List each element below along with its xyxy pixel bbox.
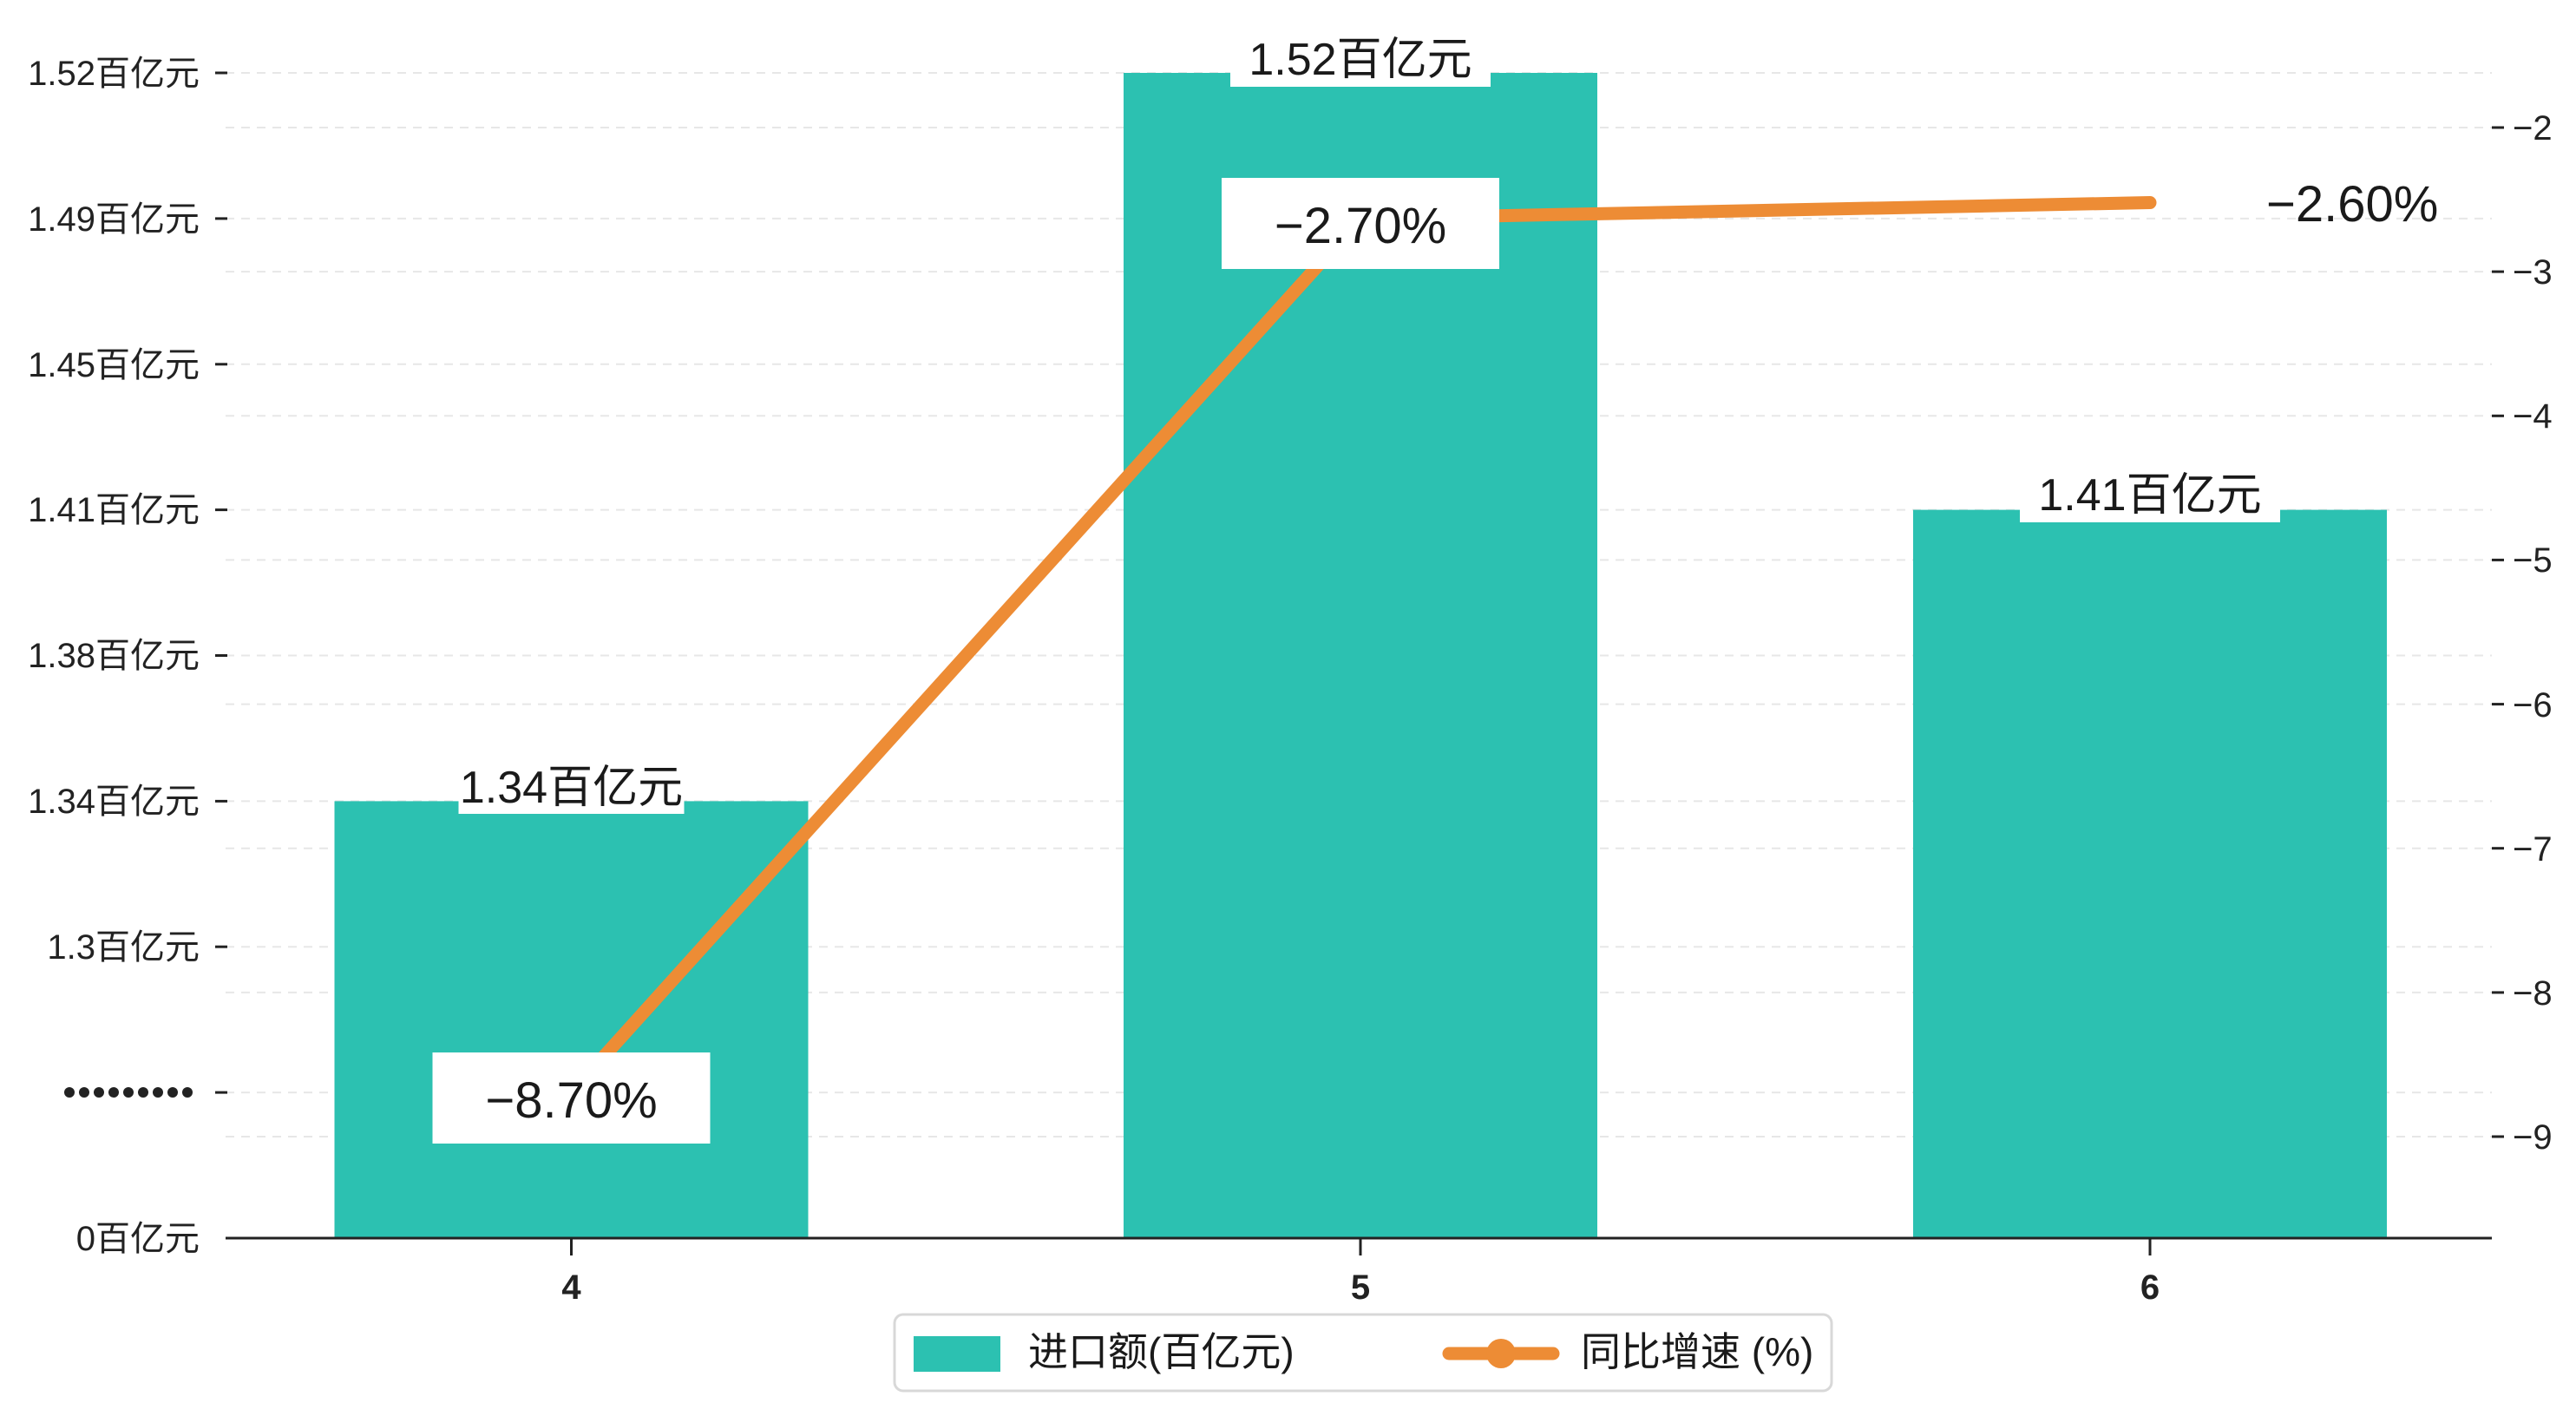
svg-text:−2.60%: −2.60%: [2266, 176, 2438, 233]
svg-text:−8.70%: −8.70%: [485, 1072, 657, 1129]
svg-text:−8: −8: [2513, 974, 2553, 1013]
svg-text:1.52百亿元: 1.52百亿元: [28, 55, 200, 93]
svg-text:0百亿元: 0百亿元: [76, 1220, 200, 1258]
svg-text:1.34百亿元: 1.34百亿元: [460, 763, 683, 813]
svg-text:1.34百亿元: 1.34百亿元: [28, 783, 200, 821]
svg-text:1.52百亿元: 1.52百亿元: [1249, 35, 1472, 85]
svg-text:6: 6: [2140, 1268, 2160, 1307]
svg-text:−3: −3: [2513, 253, 2553, 292]
svg-text:4: 4: [561, 1268, 581, 1307]
svg-text:5: 5: [1351, 1268, 1370, 1307]
svg-text:−4: −4: [2513, 397, 2553, 436]
svg-text:−5: −5: [2513, 541, 2553, 580]
svg-text:同比增速 (%): 同比增速 (%): [1581, 1329, 1813, 1374]
svg-text:1.3百亿元: 1.3百亿元: [47, 928, 200, 967]
svg-text:1.49百亿元: 1.49百亿元: [28, 200, 200, 239]
svg-text:1.41百亿元: 1.41百亿元: [2038, 470, 2261, 521]
svg-text:1.38百亿元: 1.38百亿元: [28, 637, 200, 675]
svg-text:−6: −6: [2513, 686, 2553, 724]
svg-text:−2: −2: [2513, 109, 2553, 148]
svg-text:1.45百亿元: 1.45百亿元: [28, 346, 200, 384]
svg-text:1.41百亿元: 1.41百亿元: [28, 491, 200, 529]
svg-text:−9: −9: [2513, 1118, 2553, 1157]
svg-text:进口额(百亿元): 进口额(百亿元): [1028, 1329, 1295, 1374]
svg-text:−2.70%: −2.70%: [1275, 198, 1446, 254]
svg-text:−7: −7: [2513, 830, 2553, 869]
